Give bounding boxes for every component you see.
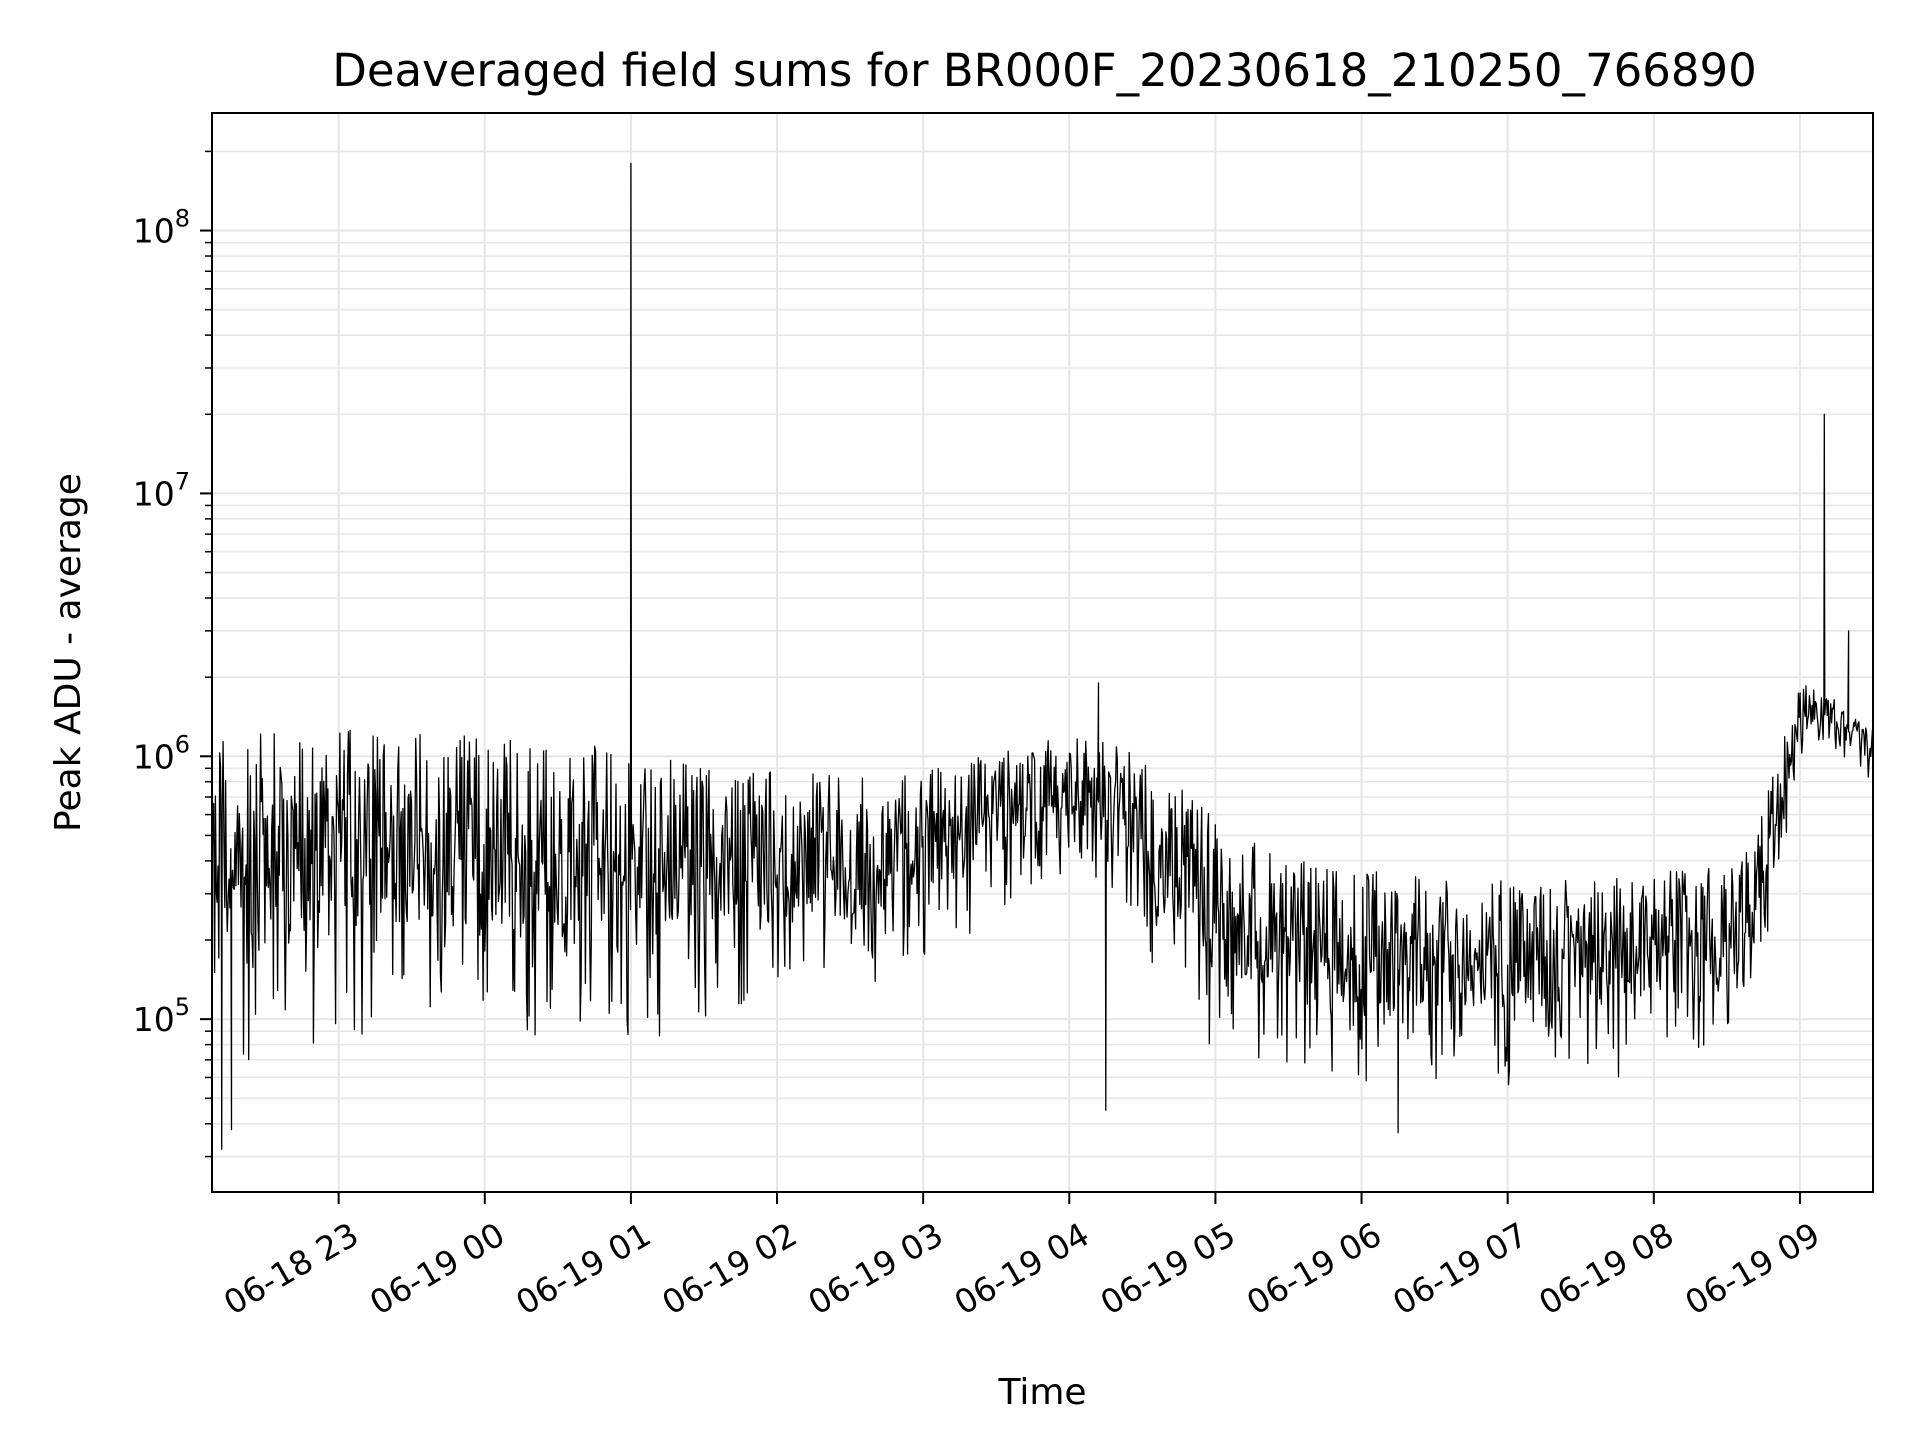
y-tick-label: 108 [133, 205, 190, 251]
x-axis-title: Time [997, 1372, 1086, 1413]
y-tick-label: 106 [133, 730, 190, 776]
y-axis: 105 106 107 108 [133, 150, 212, 1158]
y-axis-title: Peak ADU - average [48, 473, 89, 832]
series-line [211, 162, 1874, 1150]
series-path [211, 162, 1874, 1150]
plot-frame [211, 112, 1874, 1193]
y-tick-label: 105 [133, 993, 190, 1039]
chart-title: Deaveraged field sums for BR000F_2023061… [332, 44, 1757, 97]
y-tick-label: 107 [133, 467, 190, 513]
